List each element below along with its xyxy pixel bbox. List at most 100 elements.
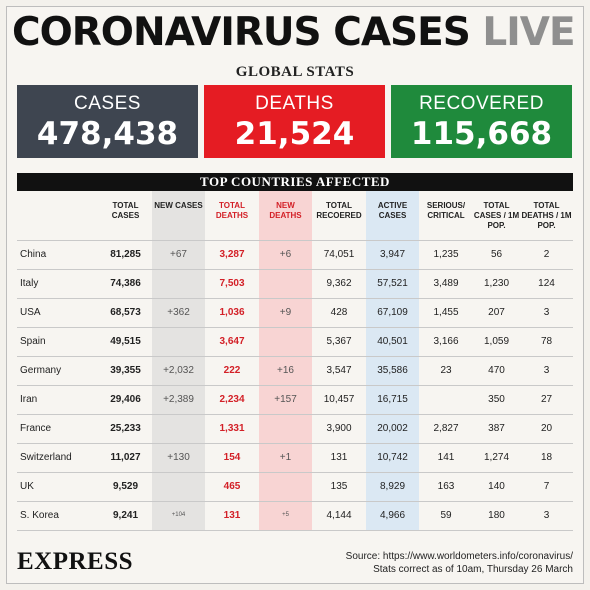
header-total-cases: TOTAL CASES: [111, 201, 140, 220]
new-deaths-column-shade: [259, 191, 312, 530]
country-name: S. Korea: [20, 510, 59, 521]
source-line-1: Source: https://www.worldometers.info/co…: [345, 551, 573, 562]
header-new-deaths: NEW DEATHS: [269, 201, 302, 220]
total-deaths-cell: 3,287: [219, 249, 245, 260]
headline: CORONAVIRUS CASES LIVE: [12, 8, 578, 58]
country-name: UK: [20, 481, 34, 492]
new-cases-cell: +2,389: [163, 394, 194, 405]
new-cases-column-shade: [152, 191, 205, 530]
total-recovered-cell: 5,367: [326, 336, 352, 347]
recovered-value: 115,668: [410, 116, 553, 152]
deaths-value: 21,524: [234, 116, 355, 152]
new-cases-cell: +130: [167, 452, 190, 463]
country-name: China: [20, 249, 47, 260]
total-recovered-cell: 10,457: [323, 394, 355, 405]
header-active-cases: ACTIVE CASES: [377, 201, 408, 220]
cases-per-1m-cell: 56: [490, 249, 503, 260]
active-cases-cell: 3,947: [379, 249, 406, 260]
active-cases-cell: 35,586: [377, 365, 408, 376]
cases-per-1m-cell: 140: [488, 481, 505, 492]
cases-per-1m-cell: 1,230: [483, 278, 510, 289]
new-cases-cell: +2,032: [163, 365, 194, 376]
headline-main: CORONAVIRUS CASES: [12, 10, 471, 55]
deaths-per-1m-cell: 78: [540, 336, 553, 347]
cases-per-1m-cell: 350: [488, 394, 505, 405]
total-cases-cell: 39,355: [110, 365, 141, 376]
total-deaths-cell: 222: [223, 365, 241, 376]
source-note: Source: https://www.worldometers.info/co…: [346, 550, 573, 576]
new-cases-cell: [152, 472, 205, 501]
row-divider: [17, 385, 573, 386]
new-deaths-cell: [259, 472, 312, 501]
active-cases-cell: 8,929: [379, 481, 406, 492]
total-deaths-cell: 154: [223, 452, 241, 463]
deaths-stat-box: DEATHS 21,524: [204, 85, 385, 158]
total-cases-cell: 68,573: [110, 307, 141, 318]
cases-per-1m-cell: 1,059: [483, 336, 510, 347]
new-deaths-cell: +1: [279, 452, 292, 463]
deaths-per-1m-cell: 3: [543, 510, 550, 521]
row-divider: [17, 443, 573, 444]
serious-cell: 3,166: [433, 336, 459, 347]
country-name: France: [20, 423, 52, 434]
recovered-stat-box: RECOVERED 115,668: [391, 85, 572, 158]
active-cases-column-shade: [366, 191, 419, 530]
total-recovered-cell: 3,900: [326, 423, 352, 434]
recovered-label: RECOVERED: [419, 93, 544, 114]
cases-per-1m-cell: 470: [488, 365, 505, 376]
source-line-2: Stats correct as of 10am, Thursday 26 Ma…: [373, 564, 573, 575]
cases-per-1m-cell: 387: [488, 423, 505, 434]
serious-cell: 141: [437, 452, 455, 463]
serious-cell: 1,455: [433, 307, 459, 318]
country-name: Spain: [20, 336, 46, 347]
country-name: USA: [20, 307, 41, 318]
header-deaths-per-1m: TOTAL DEATHS / 1M POP.: [521, 201, 572, 230]
serious-cell: 1,235: [433, 249, 459, 260]
new-cases-cell: [152, 327, 205, 356]
serious-cell: 23: [440, 365, 452, 376]
header-new-cases: NEW CASES: [154, 201, 203, 210]
new-cases-cell: [152, 414, 205, 443]
new-deaths-cell: [259, 327, 312, 356]
country-name: Iran: [20, 394, 38, 405]
deaths-per-1m-cell: 3: [543, 307, 550, 318]
row-divider: [17, 530, 573, 531]
total-cases-cell: 49,515: [110, 336, 141, 347]
express-logo: EXPRESS: [17, 548, 134, 575]
total-recovered-cell: 135: [330, 481, 348, 492]
row-divider: [17, 240, 573, 241]
deaths-per-1m-cell: 124: [538, 278, 555, 289]
new-deaths-cell: [259, 414, 312, 443]
total-recovered-cell: 428: [330, 307, 348, 318]
cases-label: CASES: [74, 93, 141, 114]
total-recovered-cell: 9,362: [326, 278, 352, 289]
total-cases-cell: 81,285: [110, 249, 141, 260]
active-cases-cell: 67,109: [377, 307, 408, 318]
serious-cell: [419, 385, 473, 414]
headline-live: LIVE: [482, 10, 575, 55]
country-name: Italy: [20, 278, 39, 289]
row-divider: [17, 414, 573, 415]
country-name: Germany: [20, 365, 62, 376]
row-divider: [17, 501, 573, 502]
deaths-per-1m-cell: 18: [540, 452, 553, 463]
serious-cell: 2,827: [433, 423, 459, 434]
new-cases-cell: +104: [171, 512, 186, 518]
active-cases-cell: 20,002: [377, 423, 408, 434]
cases-value: 478,438: [36, 116, 179, 152]
cases-per-1m-cell: 1,274: [483, 452, 510, 463]
total-cases-cell: 9,241: [112, 510, 139, 521]
country-name: Switzerland: [20, 452, 72, 463]
active-cases-cell: 10,742: [377, 452, 408, 463]
header-total-recovered: TOTAL RECOERED: [316, 201, 362, 220]
active-cases-cell: 40,501: [377, 336, 408, 347]
total-deaths-cell: 131: [223, 510, 241, 521]
row-divider: [17, 298, 573, 299]
total-recovered-cell: 131: [330, 452, 348, 463]
cases-stat-box: CASES 478,438: [17, 85, 198, 158]
active-cases-cell: 4,966: [379, 510, 406, 521]
header-total-deaths: TOTAL DEATHS: [215, 201, 249, 220]
row-divider: [17, 472, 573, 473]
serious-cell: 59: [440, 510, 452, 521]
total-deaths-cell: 7,503: [219, 278, 245, 289]
